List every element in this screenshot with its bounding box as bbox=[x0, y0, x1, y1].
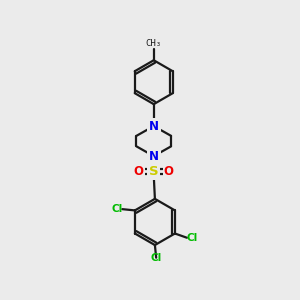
Text: O: O bbox=[164, 165, 174, 178]
Text: N: N bbox=[149, 120, 159, 133]
Text: N: N bbox=[149, 150, 159, 163]
Text: Cl: Cl bbox=[151, 253, 162, 263]
Text: CH₃: CH₃ bbox=[146, 39, 162, 48]
Text: Cl: Cl bbox=[187, 233, 198, 243]
Text: S: S bbox=[149, 165, 159, 178]
Text: O: O bbox=[134, 165, 144, 178]
Text: Cl: Cl bbox=[111, 204, 122, 214]
